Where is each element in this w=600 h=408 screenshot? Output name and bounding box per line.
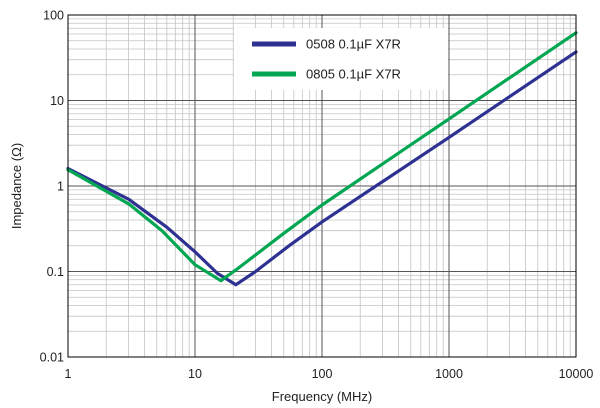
series-line-0508 (66, 50, 578, 287)
y-tick-label: 1 (57, 180, 64, 194)
legend-box (234, 28, 448, 90)
x-tick-label: 10 (188, 367, 202, 381)
y-tick-label: 100 (43, 9, 64, 23)
x-tick-label: 10000 (559, 367, 594, 381)
legend: 0508 0.1µF X7R 0805 0.1µF X7R (234, 28, 448, 90)
x-axis-title: Frequency (MHz) (272, 389, 372, 404)
y-tick-label: 0.1 (47, 265, 64, 279)
x-tick-labels: 1 10 100 1000 10000 (65, 367, 594, 381)
y-tick-label: 0.01 (40, 351, 64, 365)
x-tick-label: 1000 (435, 367, 463, 381)
plot-frame (67, 14, 577, 358)
x-tick-label: 1 (65, 367, 72, 381)
legend-label: 0805 0.1µF X7R (306, 67, 401, 82)
legend-label: 0508 0.1µF X7R (306, 37, 401, 52)
x-tick-label: 100 (312, 367, 333, 381)
y-tick-labels: 0.01 0.1 1 10 100 (40, 9, 64, 365)
y-axis-title: Impedance (Ω) (9, 143, 24, 229)
y-tick-label: 10 (50, 94, 64, 108)
series-layer (66, 31, 578, 287)
series-line-0805 (66, 31, 578, 283)
